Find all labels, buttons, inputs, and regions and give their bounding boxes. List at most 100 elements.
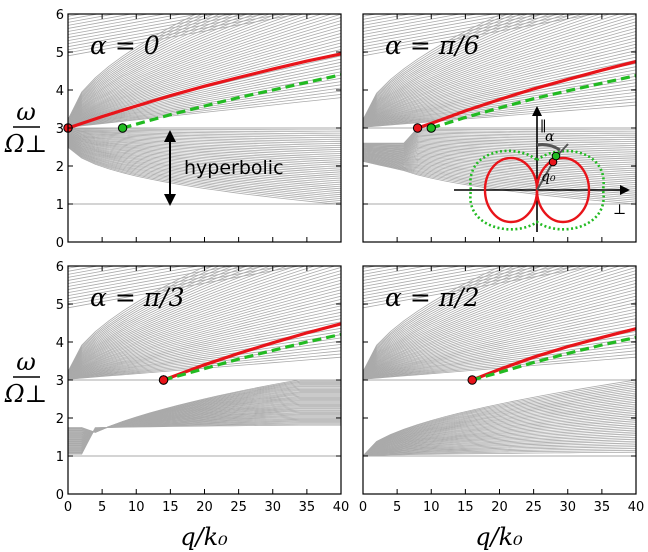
solid-curve [68,52,341,130]
background-line [363,14,479,35]
background-line [363,381,636,457]
background-line [68,45,341,125]
background-line [363,431,636,457]
background-line [363,14,516,121]
background-line [68,270,341,376]
background-line [68,344,341,379]
background-line [68,266,272,374]
y-tick-label: 6 [56,260,64,275]
background-line [68,340,341,379]
background-line [68,14,203,120]
background-line [363,27,636,124]
background-line [363,379,636,457]
background-line [68,14,287,123]
background-line [363,308,636,378]
red-marker [158,375,169,385]
background-line [363,396,636,457]
background-line [68,276,341,376]
background-line [363,43,636,125]
background-line [68,33,341,125]
x-tick-label: 25 [525,500,542,515]
background-line [68,204,341,253]
background-line [68,0,341,1]
background-line [68,138,341,172]
background-line [68,266,264,374]
green-marker [117,123,128,133]
background-line [68,266,256,374]
background-line [68,136,341,162]
background-line [363,159,636,197]
inset-parallel-label: ∥ [540,119,546,135]
background-line [68,14,302,57]
solid-curve [417,59,636,130]
background-line [68,0,341,13]
background-line [68,134,341,154]
background-line [363,266,462,284]
background-line [363,31,636,124]
solid-curve [163,322,341,382]
background-line [68,23,341,124]
background-line [363,289,636,377]
background-line [363,279,636,376]
x-tick-label: 0 [359,500,367,515]
background-line [363,98,636,128]
background-line [68,14,241,122]
background-line [363,295,636,377]
background-line [68,266,316,375]
background-line [68,14,304,123]
background-line [68,139,341,174]
background-line [363,204,636,253]
background-line [68,71,341,127]
background-line [363,156,636,187]
background-line [68,266,151,281]
background-line [363,446,636,457]
background-line [363,266,395,272]
background-line [68,14,235,121]
inset-perp-label: ⊥ [613,202,626,218]
background-line [363,266,584,374]
background-line [363,155,636,183]
background-line [363,435,636,457]
background-line [363,270,636,376]
y-tick-label: 1 [56,450,64,465]
panel-4: 0 5 10 15 20 25 30 35 40 α = π/2 [359,204,644,515]
y-label-top-numerator: ω [16,98,36,126]
x-tick-label: 20 [196,500,213,515]
background-line [363,442,636,457]
background-line [363,14,546,48]
background-line [68,210,341,259]
x-tick-label: 5 [98,500,106,515]
background-line [68,134,341,156]
background-line [68,207,341,256]
background-line [68,136,341,164]
upper-band-lines [363,204,636,380]
background-line [68,130,341,141]
background-line [363,411,636,457]
green-marker [426,123,436,133]
background-line [363,302,636,377]
background-line [68,144,341,196]
background-line [363,429,636,457]
x-tick-label: 15 [457,500,474,515]
background-line [363,427,636,457]
background-line [363,266,479,287]
background-line [68,42,341,125]
background-line [68,315,341,378]
background-line [68,424,341,455]
background-line [363,0,636,13]
background-line [68,266,280,374]
y-tick-label: 1 [56,198,64,213]
panel-title: α = π/2 [385,283,479,312]
background-line [363,448,636,457]
background-line [363,14,621,123]
background-line [68,14,341,124]
background-line [363,14,597,57]
background-line [363,149,636,164]
x-tick-label: 15 [162,500,179,515]
background-line [68,14,285,54]
background-line [363,141,636,153]
background-line [68,292,341,377]
background-line [363,405,636,457]
background-line [363,412,636,457]
